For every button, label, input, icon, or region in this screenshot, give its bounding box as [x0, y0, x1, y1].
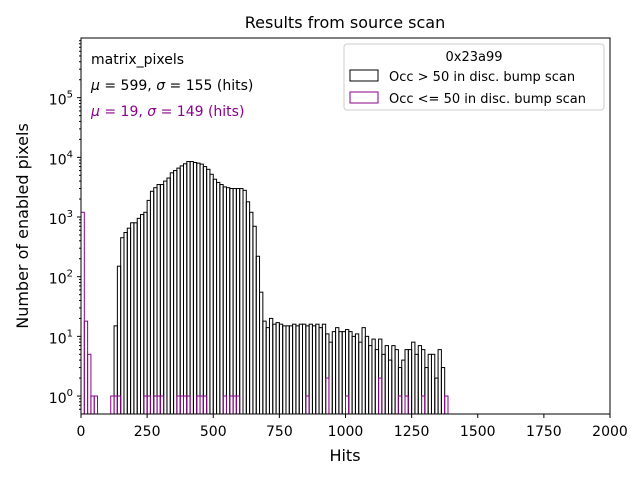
y-tick-label: 100 — [49, 388, 73, 407]
annotation-name: matrix_pixels — [91, 52, 184, 68]
y-tick-label: 101 — [49, 328, 73, 347]
y-tick-exponent: 2 — [67, 269, 73, 280]
y-tick-label: 104 — [49, 149, 73, 168]
y-tick-base: 10 — [49, 391, 67, 407]
x-axis: 0 250 500 750 1000 1250 1500 1750 2000 — [77, 414, 628, 440]
y-axis-label: Number of enabled pixels — [13, 123, 32, 329]
y-tick-exponent: 5 — [67, 90, 73, 101]
x-tick-label: 2000 — [592, 424, 628, 440]
sigma-symbol: σ — [156, 78, 166, 94]
legend-entry-purple: Occ <= 50 in disc. bump scan — [389, 92, 586, 107]
x-tick-label: 1750 — [526, 424, 562, 440]
annotation-stats-black: μ = 599, σ = 155 (hits) — [90, 78, 253, 94]
y-tick-exponent: 1 — [67, 328, 73, 339]
y-tick-base: 10 — [49, 272, 67, 288]
x-tick-label: 1000 — [328, 424, 364, 440]
legend: 0x23a99 Occ > 50 in disc. bump scan Occ … — [343, 43, 605, 111]
x-tick-label: 1500 — [460, 424, 496, 440]
y-tick-exponent: 3 — [67, 209, 73, 220]
y-tick-base: 10 — [49, 331, 67, 347]
legend-swatch-purple — [349, 91, 379, 104]
mu-separator: = 19, — [100, 104, 147, 120]
legend-swatch-black — [349, 69, 379, 82]
y-tick-label: 102 — [49, 269, 73, 288]
y-tick-base: 10 — [49, 212, 67, 228]
x-tick-label: 1250 — [394, 424, 430, 440]
y-tick-label: 105 — [49, 90, 73, 109]
x-tick-label: 500 — [200, 424, 227, 440]
stats-tail: = 155 (hits) — [165, 78, 253, 94]
x-tick-label: 0 — [77, 424, 86, 440]
mu-symbol: μ — [90, 104, 100, 120]
sigma-symbol: σ — [147, 104, 157, 120]
x-tick-label: 250 — [134, 424, 161, 440]
y-tick-label: 103 — [49, 209, 73, 228]
x-axis-label: Hits — [329, 446, 360, 465]
y-tick-base: 10 — [49, 152, 67, 168]
annotation-stats-purple: μ = 19, σ = 149 (hits) — [90, 104, 244, 120]
legend-box — [343, 43, 605, 111]
stats-tail: = 149 (hits) — [156, 104, 244, 120]
y-tick-base: 10 — [49, 93, 67, 109]
x-tick-label: 750 — [266, 424, 293, 440]
legend-title: 0x23a99 — [445, 50, 502, 65]
y-tick-exponent: 4 — [67, 149, 73, 160]
mu-symbol: μ — [90, 78, 100, 94]
mu-separator: = 599, — [100, 78, 156, 94]
chart-title: Results from source scan — [245, 13, 445, 32]
legend-entry-black: Occ > 50 in disc. bump scan — [389, 70, 575, 85]
y-tick-exponent: 0 — [67, 388, 73, 399]
